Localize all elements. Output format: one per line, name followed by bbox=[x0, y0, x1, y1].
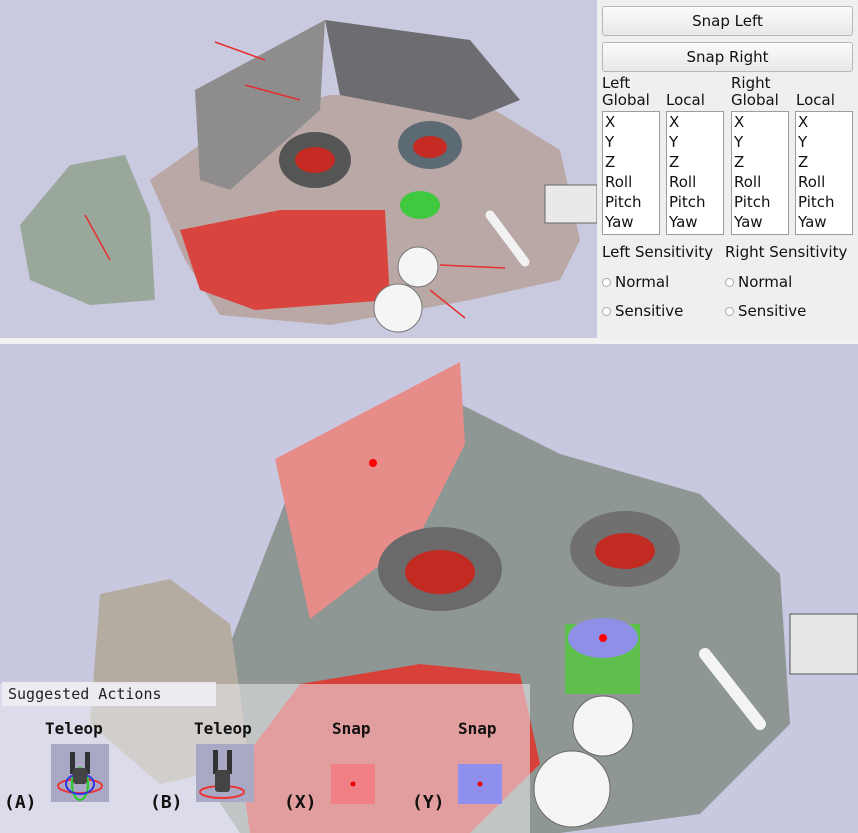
action-a-key: (A) bbox=[4, 792, 37, 813]
list-item[interactable]: Roll bbox=[734, 173, 762, 191]
right-header: Right bbox=[731, 74, 771, 92]
marker-object bbox=[699, 648, 766, 730]
gripper-left-finger bbox=[397, 246, 439, 288]
snap-left-button[interactable]: Snap Left bbox=[602, 6, 853, 36]
action-y-label: Snap bbox=[458, 719, 497, 738]
list-item[interactable]: X bbox=[669, 113, 680, 131]
list-item[interactable]: Yaw bbox=[605, 213, 634, 231]
snap-plane-blue-icon bbox=[458, 764, 502, 804]
list-item[interactable]: Y bbox=[798, 133, 808, 151]
list-item[interactable]: Y bbox=[605, 133, 615, 151]
list-item[interactable]: Pitch bbox=[605, 193, 642, 211]
list-item[interactable]: X bbox=[798, 113, 809, 131]
radio-circle-icon bbox=[602, 277, 611, 287]
gripper-left-finger-2 bbox=[373, 283, 423, 333]
back-panel bbox=[195, 20, 325, 190]
gripper-right bbox=[789, 613, 858, 675]
list-item[interactable]: Z bbox=[798, 153, 809, 171]
list-item[interactable]: Yaw bbox=[798, 213, 827, 231]
right-wall bbox=[325, 20, 520, 120]
radio-label: Sensitive bbox=[738, 302, 807, 320]
left-local-list[interactable]: X Y Z Roll Pitch Yaw bbox=[666, 111, 724, 235]
radio-circle-icon bbox=[725, 306, 734, 316]
radio-circle-icon bbox=[725, 277, 734, 287]
left-sensitive-radio[interactable]: Sensitive bbox=[602, 302, 683, 320]
ray-line bbox=[84, 214, 111, 261]
list-item[interactable]: Y bbox=[669, 133, 679, 151]
top-point-cloud bbox=[20, 20, 597, 333]
action-y-key: (Y) bbox=[412, 792, 445, 813]
snap-target-marker bbox=[369, 459, 377, 467]
left-header: Left bbox=[602, 74, 631, 92]
bowl-right-inner bbox=[595, 533, 655, 569]
list-item[interactable]: Z bbox=[605, 153, 616, 171]
action-b-key: (B) bbox=[150, 792, 183, 813]
list-item[interactable]: Roll bbox=[605, 173, 633, 191]
left-normal-radio[interactable]: Normal bbox=[602, 273, 669, 291]
list-item[interactable]: Roll bbox=[798, 173, 826, 191]
list-item[interactable]: Pitch bbox=[798, 193, 835, 211]
ray-line bbox=[244, 84, 301, 101]
action-b-label: Teleop bbox=[194, 719, 252, 738]
right-local-header: Local bbox=[796, 91, 835, 109]
gripper-icon bbox=[196, 744, 254, 802]
action-a-thumbnail[interactable] bbox=[51, 744, 109, 802]
gripper-gizmo-icon bbox=[51, 744, 109, 802]
gripper-right bbox=[544, 184, 597, 224]
top-3d-viewport[interactable] bbox=[0, 0, 597, 338]
list-item[interactable]: Z bbox=[734, 153, 745, 171]
gripper-left-finger-2 bbox=[533, 750, 611, 828]
radio-circle-icon bbox=[602, 306, 611, 316]
left-local-header: Local bbox=[666, 91, 705, 109]
action-x-label: Snap bbox=[332, 719, 371, 738]
action-y-thumbnail[interactable] bbox=[458, 764, 502, 804]
action-a-label: Teleop bbox=[45, 719, 103, 738]
right-sensitivity-label: Right Sensitivity bbox=[725, 243, 848, 261]
list-item[interactable]: Z bbox=[669, 153, 680, 171]
green-cup bbox=[400, 191, 440, 219]
snap-plane-red[interactable] bbox=[275, 362, 465, 619]
bowl-left-inner bbox=[295, 147, 335, 173]
radio-label: Normal bbox=[738, 273, 793, 291]
radio-label: Sensitive bbox=[615, 302, 684, 320]
gripper-left-finger bbox=[572, 695, 634, 757]
list-item[interactable]: X bbox=[605, 113, 616, 131]
viewport-separator bbox=[0, 338, 858, 344]
action-x-key: (X) bbox=[284, 792, 317, 813]
snap-target-marker bbox=[599, 634, 607, 642]
right-global-header: Global bbox=[731, 91, 779, 109]
list-item[interactable]: Pitch bbox=[669, 193, 706, 211]
control-panel: Snap Left Snap Right Left Global Local R… bbox=[597, 0, 858, 338]
list-item[interactable]: Y bbox=[734, 133, 744, 151]
right-global-list[interactable]: X Y Z Roll Pitch Yaw bbox=[731, 111, 789, 235]
left-global-header: Global bbox=[602, 91, 650, 109]
right-sensitive-radio[interactable]: Sensitive bbox=[725, 302, 806, 320]
bowl-right-inner bbox=[413, 136, 447, 158]
radio-label: Normal bbox=[615, 273, 670, 291]
list-item[interactable]: Pitch bbox=[734, 193, 771, 211]
list-item[interactable]: Roll bbox=[669, 173, 697, 191]
action-b-thumbnail[interactable] bbox=[196, 744, 254, 802]
right-normal-radio[interactable]: Normal bbox=[725, 273, 792, 291]
bowl-left-inner bbox=[405, 550, 475, 594]
snap-plane-red-icon bbox=[331, 764, 375, 804]
suggested-actions-title: Suggested Actions bbox=[2, 682, 216, 706]
list-item[interactable]: Yaw bbox=[734, 213, 763, 231]
list-item[interactable]: Yaw bbox=[669, 213, 698, 231]
right-local-list[interactable]: X Y Z Roll Pitch Yaw bbox=[795, 111, 853, 235]
marker-object bbox=[485, 210, 530, 267]
action-x-thumbnail[interactable] bbox=[331, 764, 375, 804]
ray-line bbox=[214, 41, 266, 61]
left-sensitivity-label: Left Sensitivity bbox=[602, 243, 714, 261]
ray-line bbox=[439, 264, 506, 269]
left-global-list[interactable]: X Y Z Roll Pitch Yaw bbox=[602, 111, 660, 235]
ray-line bbox=[429, 289, 466, 319]
cabinet-left bbox=[20, 155, 155, 305]
list-item[interactable]: X bbox=[734, 113, 745, 131]
red-mat bbox=[180, 210, 390, 310]
snap-right-button[interactable]: Snap Right bbox=[602, 42, 853, 72]
bottom-3d-viewport[interactable]: Suggested Actions Teleop (A) Teleop (B) … bbox=[0, 344, 858, 833]
